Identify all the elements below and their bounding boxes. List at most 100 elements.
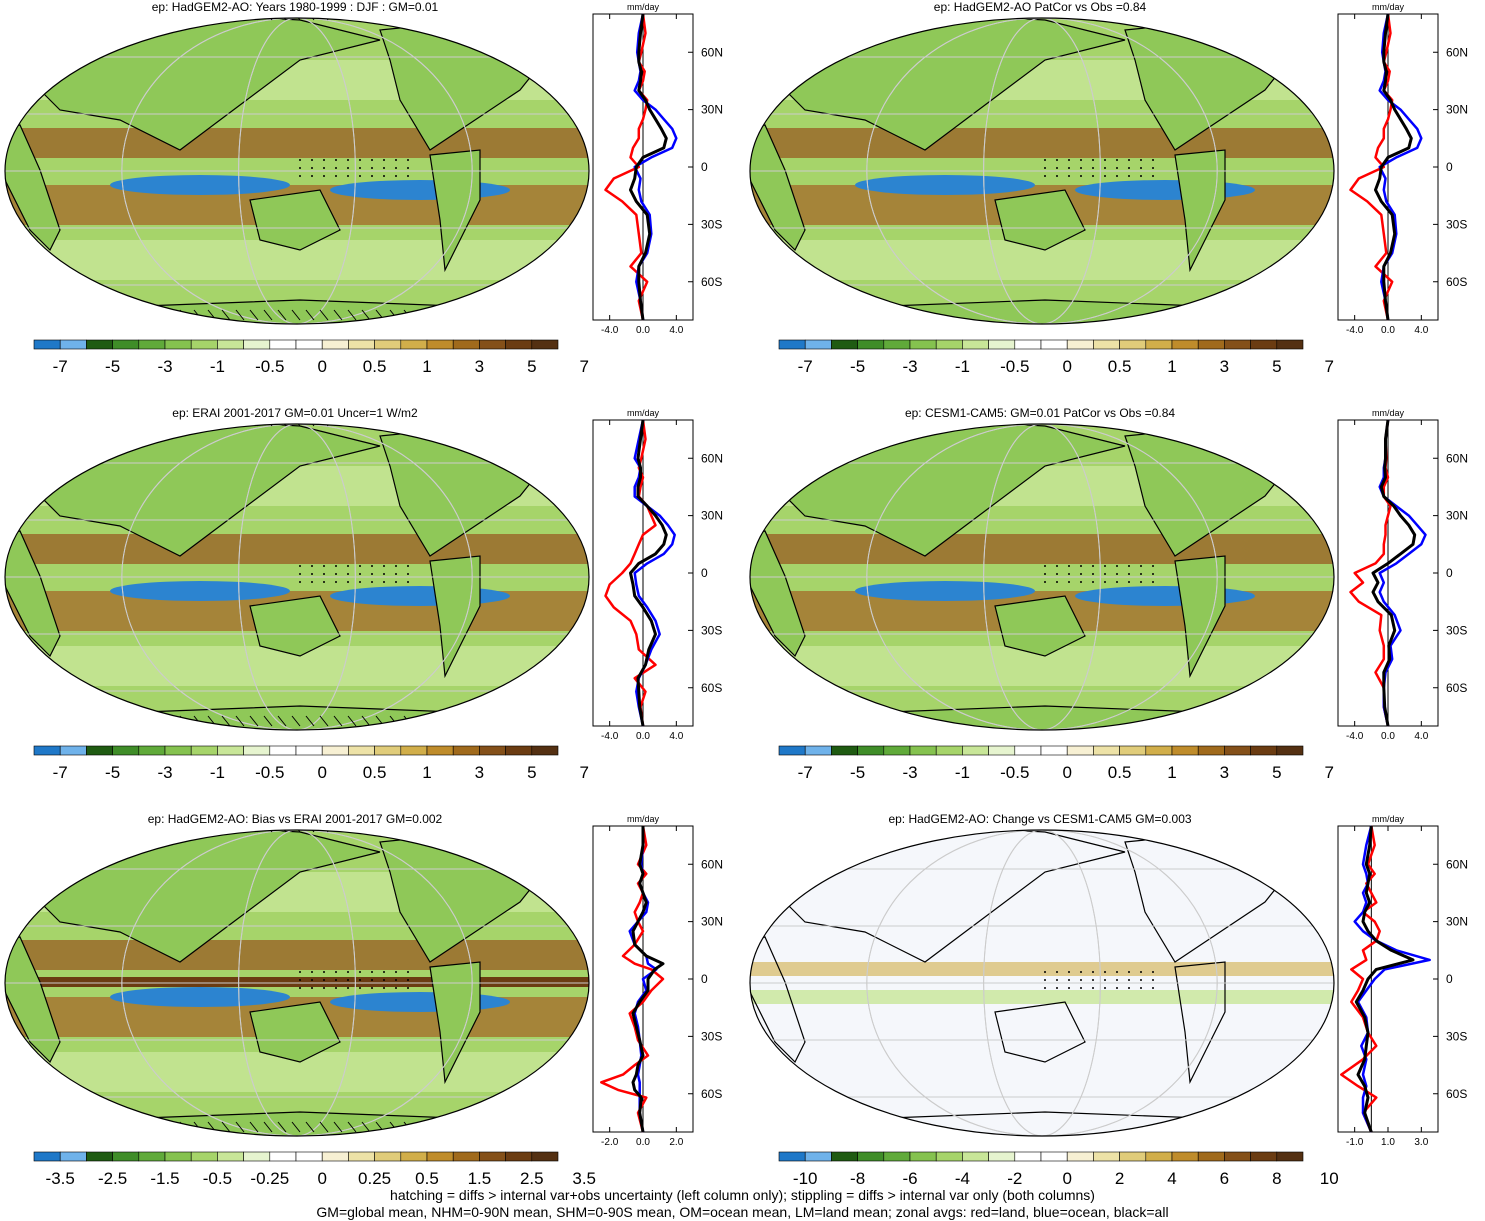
longitude-line — [983, 830, 1101, 1136]
colorbar-swatch — [190, 339, 218, 350]
stipple-dot — [323, 167, 325, 169]
stipple-dot — [1128, 581, 1130, 583]
colorbar-swatch — [857, 339, 885, 350]
colorbar-label: 1 — [422, 357, 431, 376]
continent-australia — [994, 595, 1086, 657]
hatch-mark — [235, 1121, 245, 1133]
stipple-dot — [407, 971, 409, 973]
stipple-dot — [1152, 971, 1154, 973]
hatch-mark — [165, 424, 175, 427]
colorbar-label: -5 — [850, 763, 865, 782]
longitude-line — [983, 18, 1101, 324]
stipple-dot — [1044, 979, 1046, 981]
hatch-mark — [515, 1121, 525, 1133]
hatch-mark — [249, 309, 259, 321]
colorbar-label: 5 — [1272, 357, 1281, 376]
hatch-mark — [235, 18, 245, 21]
hatch-mark — [403, 424, 413, 427]
hatch-mark — [347, 424, 357, 427]
stipple-dot — [311, 175, 313, 177]
stipple-dot — [1092, 971, 1094, 973]
hatch-mark — [221, 830, 231, 833]
continent-south-america — [429, 149, 481, 273]
stipple-dot — [1152, 581, 1154, 583]
hatch-mark — [235, 309, 245, 321]
colorbar-label: 5 — [527, 763, 536, 782]
map-background — [750, 830, 1334, 1136]
hatch-mark — [333, 715, 343, 727]
map-itcz-pacific — [330, 180, 510, 200]
zonal-ytick-label: 0 — [1446, 972, 1453, 986]
continent-australia — [249, 1001, 341, 1063]
stipple-dot — [383, 159, 385, 161]
hatch-mark — [165, 830, 175, 833]
zonal-xtick-label: -1.0 — [1346, 1137, 1364, 1148]
colorbar-label: 3 — [1220, 357, 1229, 376]
stipple-dot — [323, 573, 325, 575]
hatch-mark — [109, 18, 119, 21]
hatch-mark — [53, 715, 63, 727]
hatch-mark — [249, 715, 259, 727]
hatch-mark — [193, 18, 203, 21]
zonal-xtick-label: 0.0 — [636, 731, 650, 742]
stipple-dot — [359, 565, 361, 567]
colorbar-swatch — [426, 745, 454, 756]
stipple-dot — [335, 565, 337, 567]
colorbar-label: -5 — [105, 763, 120, 782]
zonal-mean-plot: mm/day -4.0 0.0 4.0 60N 30N 0 30S 60S — [592, 2, 723, 336]
hatch-mark — [53, 309, 63, 321]
colorbar: -7 -5 -3 -1 -0.5 0 0.5 1 3 5 7 — [33, 339, 589, 376]
map-border — [4, 829, 590, 1137]
colorbar-swatch — [909, 745, 937, 756]
colorbar-swatch — [1066, 339, 1094, 350]
colorbar-swatch — [1145, 339, 1173, 350]
hatch-mark — [445, 18, 455, 21]
colorbar-swatch — [86, 339, 113, 350]
colorbar-label: -3 — [902, 357, 917, 376]
stipple-dot — [1128, 159, 1130, 161]
colorbar-label: 1 — [1167, 357, 1176, 376]
continent-africa — [750, 530, 806, 658]
hatch-mark — [193, 424, 203, 427]
zonal-unit-label: mm/day — [1372, 2, 1405, 12]
colorbar-label: -7 — [798, 763, 813, 782]
map-border — [749, 423, 1335, 731]
colorbar-label: 1.5 — [468, 1169, 492, 1188]
colorbar-label: 5 — [527, 357, 536, 376]
hatch-mark — [53, 18, 63, 21]
zonal-frame — [1337, 825, 1439, 1133]
stipple-dot — [395, 979, 397, 981]
zonal-line-land — [604, 13, 649, 321]
stipple-dot — [311, 565, 313, 567]
zonal-xtick-label: 0.0 — [1381, 325, 1395, 336]
stipple-dot — [1044, 573, 1046, 575]
hatch-mark — [263, 309, 273, 321]
hatch-mark — [333, 830, 343, 833]
continent-africa — [5, 936, 61, 1064]
hatch-mark — [361, 1121, 371, 1133]
colorbar-swatch — [452, 339, 480, 350]
hatch-mark — [151, 309, 161, 321]
map-border — [749, 829, 1335, 1137]
zonal-line-all — [1374, 13, 1413, 321]
hatch-mark — [557, 424, 567, 427]
stipple-dot — [383, 581, 385, 583]
hatch-mark — [319, 1121, 329, 1133]
colorbar-swatch — [531, 745, 559, 756]
colorbar-swatch — [1171, 1151, 1199, 1162]
stipple-dot — [1044, 987, 1046, 989]
hatch-mark — [515, 715, 525, 727]
colorbar-swatch — [831, 745, 858, 756]
stipple-dot — [335, 971, 337, 973]
panel-figure: -7 -5 -3 -1 -0.5 0 0.5 1 3 5 7 mm/day -4.0 0.0 4.0 60N 3… — [4, 408, 723, 782]
panel-hadgem2-change: ep: HadGEM2-AO: Change vs CESM1-CAM5 GM=… — [745, 812, 1485, 1212]
hatch-mark — [207, 424, 217, 427]
map-itcz-pacific — [330, 992, 510, 1012]
colorbar-swatch — [269, 339, 297, 350]
colorbar-swatch — [1040, 1151, 1068, 1162]
stipple-dot — [1116, 971, 1118, 973]
zonal-ytick-label: 60N — [701, 451, 723, 465]
hatch-mark — [389, 424, 399, 427]
zonal-xtick-label: 4.0 — [1414, 325, 1428, 336]
stipple-dot — [1140, 979, 1142, 981]
